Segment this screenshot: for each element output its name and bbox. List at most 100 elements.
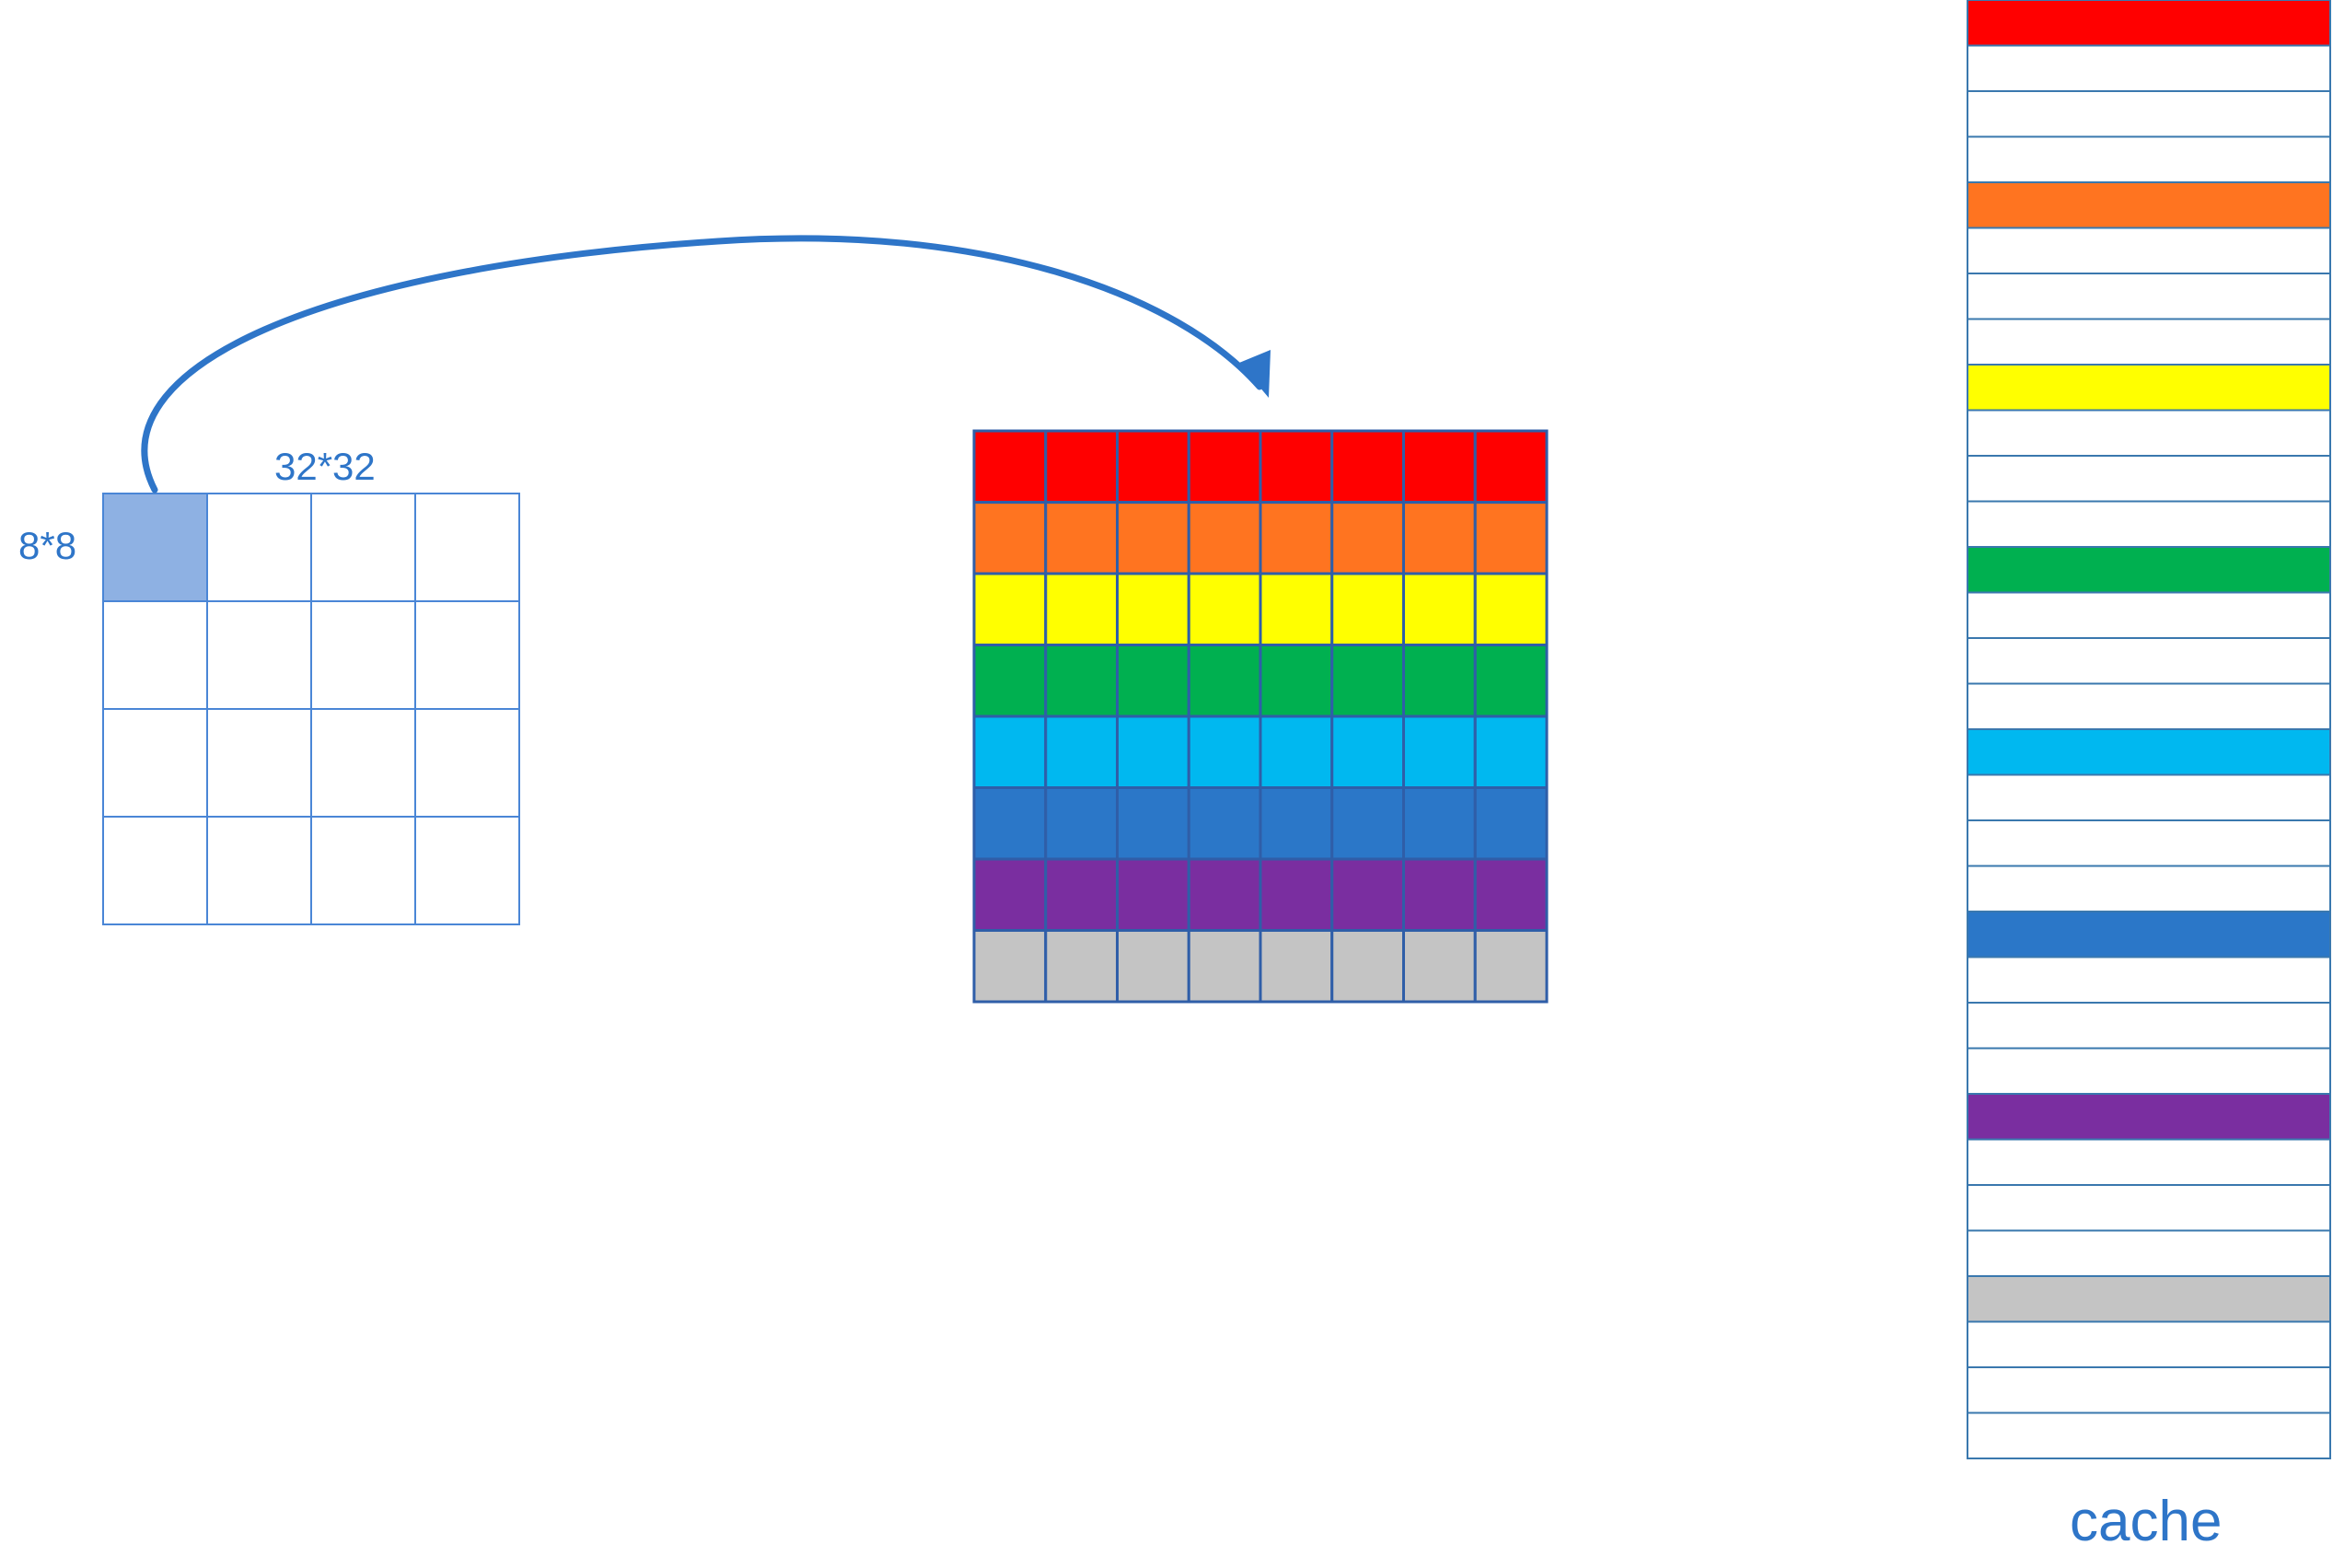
cache-line [1967,273,2331,320]
cache-line [1967,591,2331,639]
block-cell [1187,786,1262,861]
cache-line [1967,409,2331,457]
block-cell [1187,501,1262,575]
matrix-block [102,708,208,818]
cache-line-filled [1967,181,2331,229]
block-cell [1259,429,1334,504]
block-cell [1259,929,1334,1004]
mapping-arrow [141,235,1263,494]
cache-line-filled [1967,1093,2331,1141]
block-cell [1473,929,1549,1004]
cache-label: cache [2070,1490,2223,1553]
cache-line [1967,500,2331,548]
block-cell [1116,714,1190,789]
block-cell [1330,857,1405,932]
arrow-layer [141,235,1271,494]
cache-line [1967,135,2331,183]
matrix-block-highlighted [102,493,208,602]
matrix-block [414,600,520,710]
block-cell [972,929,1048,1004]
block-cell [1259,714,1334,789]
matrix-block [414,708,520,818]
block-cell [1473,644,1549,718]
block-cell [1402,644,1477,718]
cache-line [1967,1229,2331,1277]
block-cell [972,644,1048,718]
cache-line [1967,773,2331,821]
block-cell [1116,929,1190,1004]
block-cell [1187,929,1262,1004]
block-cell [1044,429,1119,504]
block-cell [1473,857,1549,932]
block-cell [972,572,1048,646]
block-cell [1044,786,1119,861]
block-cell [1044,929,1119,1004]
block-cell [972,714,1048,789]
block-cell [972,786,1048,861]
cache-line-filled [1967,728,2331,776]
block-cell [1402,714,1477,789]
cache-line [1967,318,2331,366]
matrix-block [310,708,416,818]
cache-lines [1967,0,2331,1459]
block-cell [1044,714,1119,789]
block-cell [1116,857,1190,932]
block-cell [1330,572,1405,646]
cache-line-filled [1967,911,2331,958]
block-cell [1473,429,1549,504]
block-cell [1330,714,1405,789]
cache-line [1967,1047,2331,1095]
block-size-label: 8*8 [18,524,77,567]
cache-line-filled [1967,546,2331,594]
matrix-block [206,708,312,818]
block-cell [1187,857,1262,932]
block-cell [1330,929,1405,1004]
block-cell [1259,644,1334,718]
cache-line [1967,819,2331,867]
cache-line [1967,455,2331,503]
block-cell [1402,429,1477,504]
block-cell [1116,501,1190,575]
matrix-block [414,816,520,925]
block-cell [1259,572,1334,646]
matrix-block [310,816,416,925]
matrix-block [310,600,416,710]
block-cell [1402,572,1477,646]
block-cell [1116,572,1190,646]
matrix-block [102,816,208,925]
cache-line [1967,1320,2331,1368]
cache-line [1967,865,2331,912]
block-cell [1402,857,1477,932]
block-cell [1330,501,1405,575]
cache-line [1967,90,2331,138]
matrix-size-label: 32*32 [274,445,376,488]
block-cell [1473,572,1549,646]
cache-line [1967,44,2331,92]
cache-line [1967,637,2331,685]
cache-line [1967,226,2331,274]
cache-line [1967,1138,2331,1186]
block-cell [1473,501,1549,575]
cache-line [1967,1002,2331,1050]
block-cell [1187,572,1262,646]
block-cell [1116,786,1190,861]
block-cell [1330,429,1405,504]
block-cell [1044,572,1119,646]
cache-line [1967,682,2331,730]
cache-line [1967,1411,2331,1459]
cache-line-filled [1967,1275,2331,1323]
block-cell [972,501,1048,575]
cache-line-filled [1967,0,2331,47]
matrix-block [206,493,312,602]
matrix-block [102,600,208,710]
block-cell [1187,714,1262,789]
block-cell [1116,644,1190,718]
cache-line [1967,956,2331,1004]
block-cell [1259,786,1334,861]
block-cell [972,429,1048,504]
block-cell [1402,501,1477,575]
block-cell [1116,429,1190,504]
block-cell [1187,429,1262,504]
